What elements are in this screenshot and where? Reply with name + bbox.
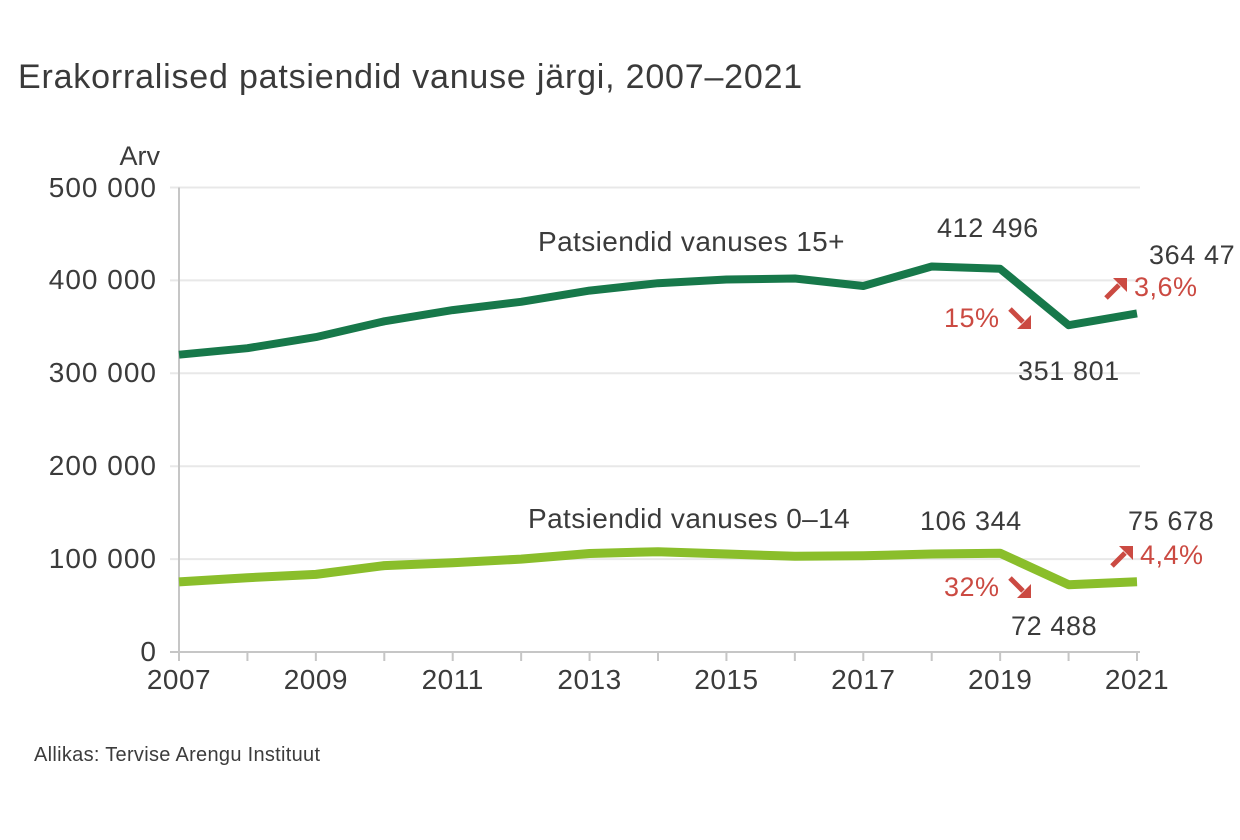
x-tick-label: 2021: [1104, 664, 1170, 695]
trend-up-arrow-icon: [1104, 277, 1127, 300]
series-label-0-14: Patsiendid vanuses 0–14: [528, 503, 851, 534]
x-tick-label: 2013: [557, 664, 622, 695]
page-title: Erakorralised patsiendid vanuse järgi, 2…: [18, 58, 804, 96]
trend-down-15plus: 15%: [944, 303, 1034, 334]
trend-down-0-14: 32%: [944, 572, 1034, 603]
peak-value-0-14: 106 344: [920, 506, 1022, 536]
x-tick-label: 2019: [967, 664, 1033, 695]
series-label-15plus: Patsiendid vanuses 15+: [538, 226, 845, 257]
trough-value-0-14: 72 488: [1011, 611, 1098, 641]
y-tick-label: 500 000: [48, 171, 157, 203]
trend-down-0-14-label: 32%: [944, 572, 1000, 602]
trend-up-arrow-icon: [1110, 545, 1133, 568]
peak-value-15plus: 412 496: [937, 213, 1039, 243]
end-value-0-14: 75 678: [1128, 506, 1215, 536]
trend-down-arrow-icon: [1007, 575, 1031, 598]
x-tick-label: 2017: [831, 664, 896, 695]
y-tick-label: 400 000: [48, 264, 157, 296]
trend-up-15plus: 3,6%: [1100, 272, 1198, 303]
y-axis-title: Arv: [119, 141, 161, 171]
x-tick-label: 2009: [283, 664, 348, 695]
trend-down-15plus-label: 15%: [944, 303, 1000, 333]
x-tick-label: 2015: [694, 664, 759, 695]
y-tick-label: 0: [140, 636, 157, 667]
x-tick-label: 2011: [421, 664, 484, 695]
trough-value-15plus: 351 801: [1018, 356, 1120, 386]
y-tick-label: 100 000: [48, 543, 157, 575]
end-value-15plus: 364 47: [1149, 240, 1236, 270]
trend-up-0-14-label: 4,4%: [1140, 540, 1204, 570]
trend-down-arrow-icon: [1007, 306, 1031, 329]
y-tick-label: 300 000: [48, 357, 157, 389]
trend-up-0-14: 4,4%: [1106, 540, 1204, 571]
trend-up-15plus-label: 3,6%: [1134, 272, 1198, 302]
x-tick-label: 2007: [146, 664, 212, 695]
y-tick-label: 200 000: [48, 450, 157, 482]
source-caption: Allikas: Tervise Arengu Instituut: [34, 744, 321, 766]
